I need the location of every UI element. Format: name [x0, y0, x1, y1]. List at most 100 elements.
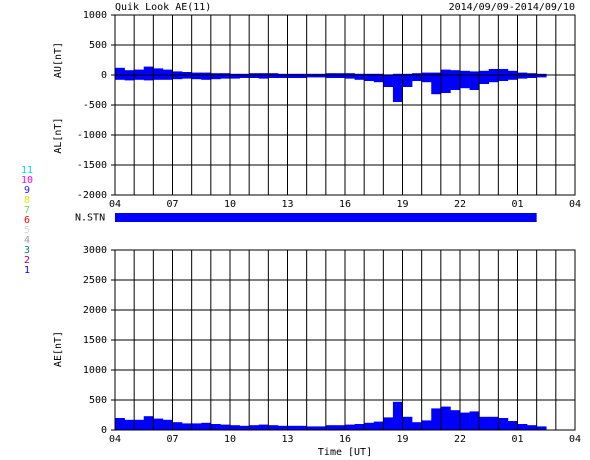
- x-tick-label: 04: [569, 199, 581, 210]
- data-bar: [230, 73, 240, 75]
- data-bar: [316, 73, 327, 75]
- data-bar: [440, 75, 451, 93]
- data-bar: [210, 424, 221, 430]
- data-bar: [536, 75, 547, 78]
- data-bar: [488, 416, 499, 430]
- data-bar: [124, 75, 135, 81]
- data-bar: [220, 75, 231, 79]
- data-bar: [277, 425, 288, 430]
- station-legend-label: 3: [24, 245, 30, 256]
- data-bar: [498, 69, 509, 75]
- data-bar: [172, 71, 183, 75]
- station-legend-label: 7: [24, 205, 30, 216]
- station-legend-label: 10: [21, 175, 33, 186]
- data-bar: [479, 75, 490, 84]
- data-bar: [258, 75, 269, 79]
- data-bar: [507, 70, 518, 75]
- data-bar: [479, 70, 490, 75]
- data-bar: [527, 425, 537, 430]
- station-legend-label: 4: [24, 235, 30, 246]
- data-bar: [383, 75, 394, 87]
- y-tick-label: 500: [89, 395, 107, 406]
- station-legend-label: 1: [24, 265, 30, 276]
- x-tick-label: 10: [224, 434, 236, 445]
- y-tick-label: 1500: [83, 335, 107, 346]
- data-bar: [325, 73, 336, 75]
- data-bar: [287, 425, 298, 430]
- data-bar: [354, 73, 365, 75]
- data-bar: [230, 425, 240, 430]
- y-tick-label: 500: [89, 40, 107, 51]
- x-tick-label: 10: [224, 199, 236, 210]
- data-bar: [450, 70, 461, 75]
- data-bar: [469, 411, 480, 430]
- data-bar: [249, 73, 260, 75]
- data-bar: [249, 75, 260, 78]
- x-tick-label: 07: [166, 434, 178, 445]
- data-bar: [431, 408, 442, 430]
- y-tick-label: 3000: [83, 245, 107, 256]
- data-bar: [162, 419, 173, 430]
- data-bar: [162, 69, 173, 75]
- y-tick-label: -1500: [77, 160, 107, 171]
- x-tick-label: 13: [281, 199, 293, 210]
- data-bar: [115, 418, 125, 430]
- data-bar: [440, 69, 451, 75]
- y-tick-label: -2000: [77, 190, 107, 201]
- data-bar: [124, 70, 135, 75]
- data-bar: [488, 69, 499, 75]
- data-bar: [239, 75, 250, 78]
- data-bar: [239, 73, 250, 75]
- data-bar: [469, 75, 480, 90]
- data-bar: [517, 424, 528, 430]
- data-bar: [364, 75, 375, 81]
- y-tick-label: 1000: [83, 365, 107, 376]
- data-bar: [201, 422, 212, 430]
- data-bar: [306, 73, 317, 75]
- x-tick-label: 13: [281, 434, 293, 445]
- x-tick-label: 22: [454, 199, 466, 210]
- data-bar: [316, 426, 327, 430]
- data-bar: [268, 75, 279, 78]
- band-label: N.STN: [75, 213, 105, 224]
- x-tick-label: 22: [454, 434, 466, 445]
- y-tick-label: 0: [101, 70, 107, 81]
- data-bar: [316, 75, 327, 78]
- data-bar: [373, 75, 384, 83]
- data-bar: [153, 75, 164, 80]
- x-tick-label: 01: [511, 434, 523, 445]
- data-bar: [373, 73, 384, 75]
- data-bar: [115, 75, 125, 80]
- data-bar: [527, 73, 537, 75]
- y-tick-label: -500: [83, 100, 107, 111]
- data-bar: [345, 73, 355, 75]
- x-tick-label: 04: [109, 434, 121, 445]
- data-bar: [268, 73, 279, 75]
- data-bar: [421, 72, 432, 75]
- data-bar: [517, 75, 528, 79]
- station-legend-label: 9: [24, 185, 30, 196]
- y-tick-label: -1000: [77, 130, 107, 141]
- data-bar: [287, 73, 298, 75]
- data-bar: [498, 75, 509, 81]
- y-tick-label: 2500: [83, 275, 107, 286]
- plot-frame: [114, 249, 576, 431]
- data-bar: [412, 73, 422, 75]
- x-tick-label: 04: [109, 199, 121, 210]
- data-bar: [383, 417, 394, 430]
- data-bar: [153, 418, 164, 430]
- data-bar: [115, 67, 125, 75]
- data-bar: [364, 422, 375, 430]
- data-bar: [220, 424, 231, 430]
- data-bar: [172, 422, 183, 430]
- data-bar: [191, 72, 202, 75]
- data-bar: [402, 75, 413, 87]
- x-tick-label: 07: [166, 199, 178, 210]
- data-bar: [450, 75, 461, 90]
- x-axis-label: Time [UT]: [318, 447, 372, 458]
- data-bar: [335, 75, 346, 78]
- data-bar: [134, 75, 145, 80]
- data-bar: [392, 401, 403, 430]
- data-bar: [335, 425, 346, 430]
